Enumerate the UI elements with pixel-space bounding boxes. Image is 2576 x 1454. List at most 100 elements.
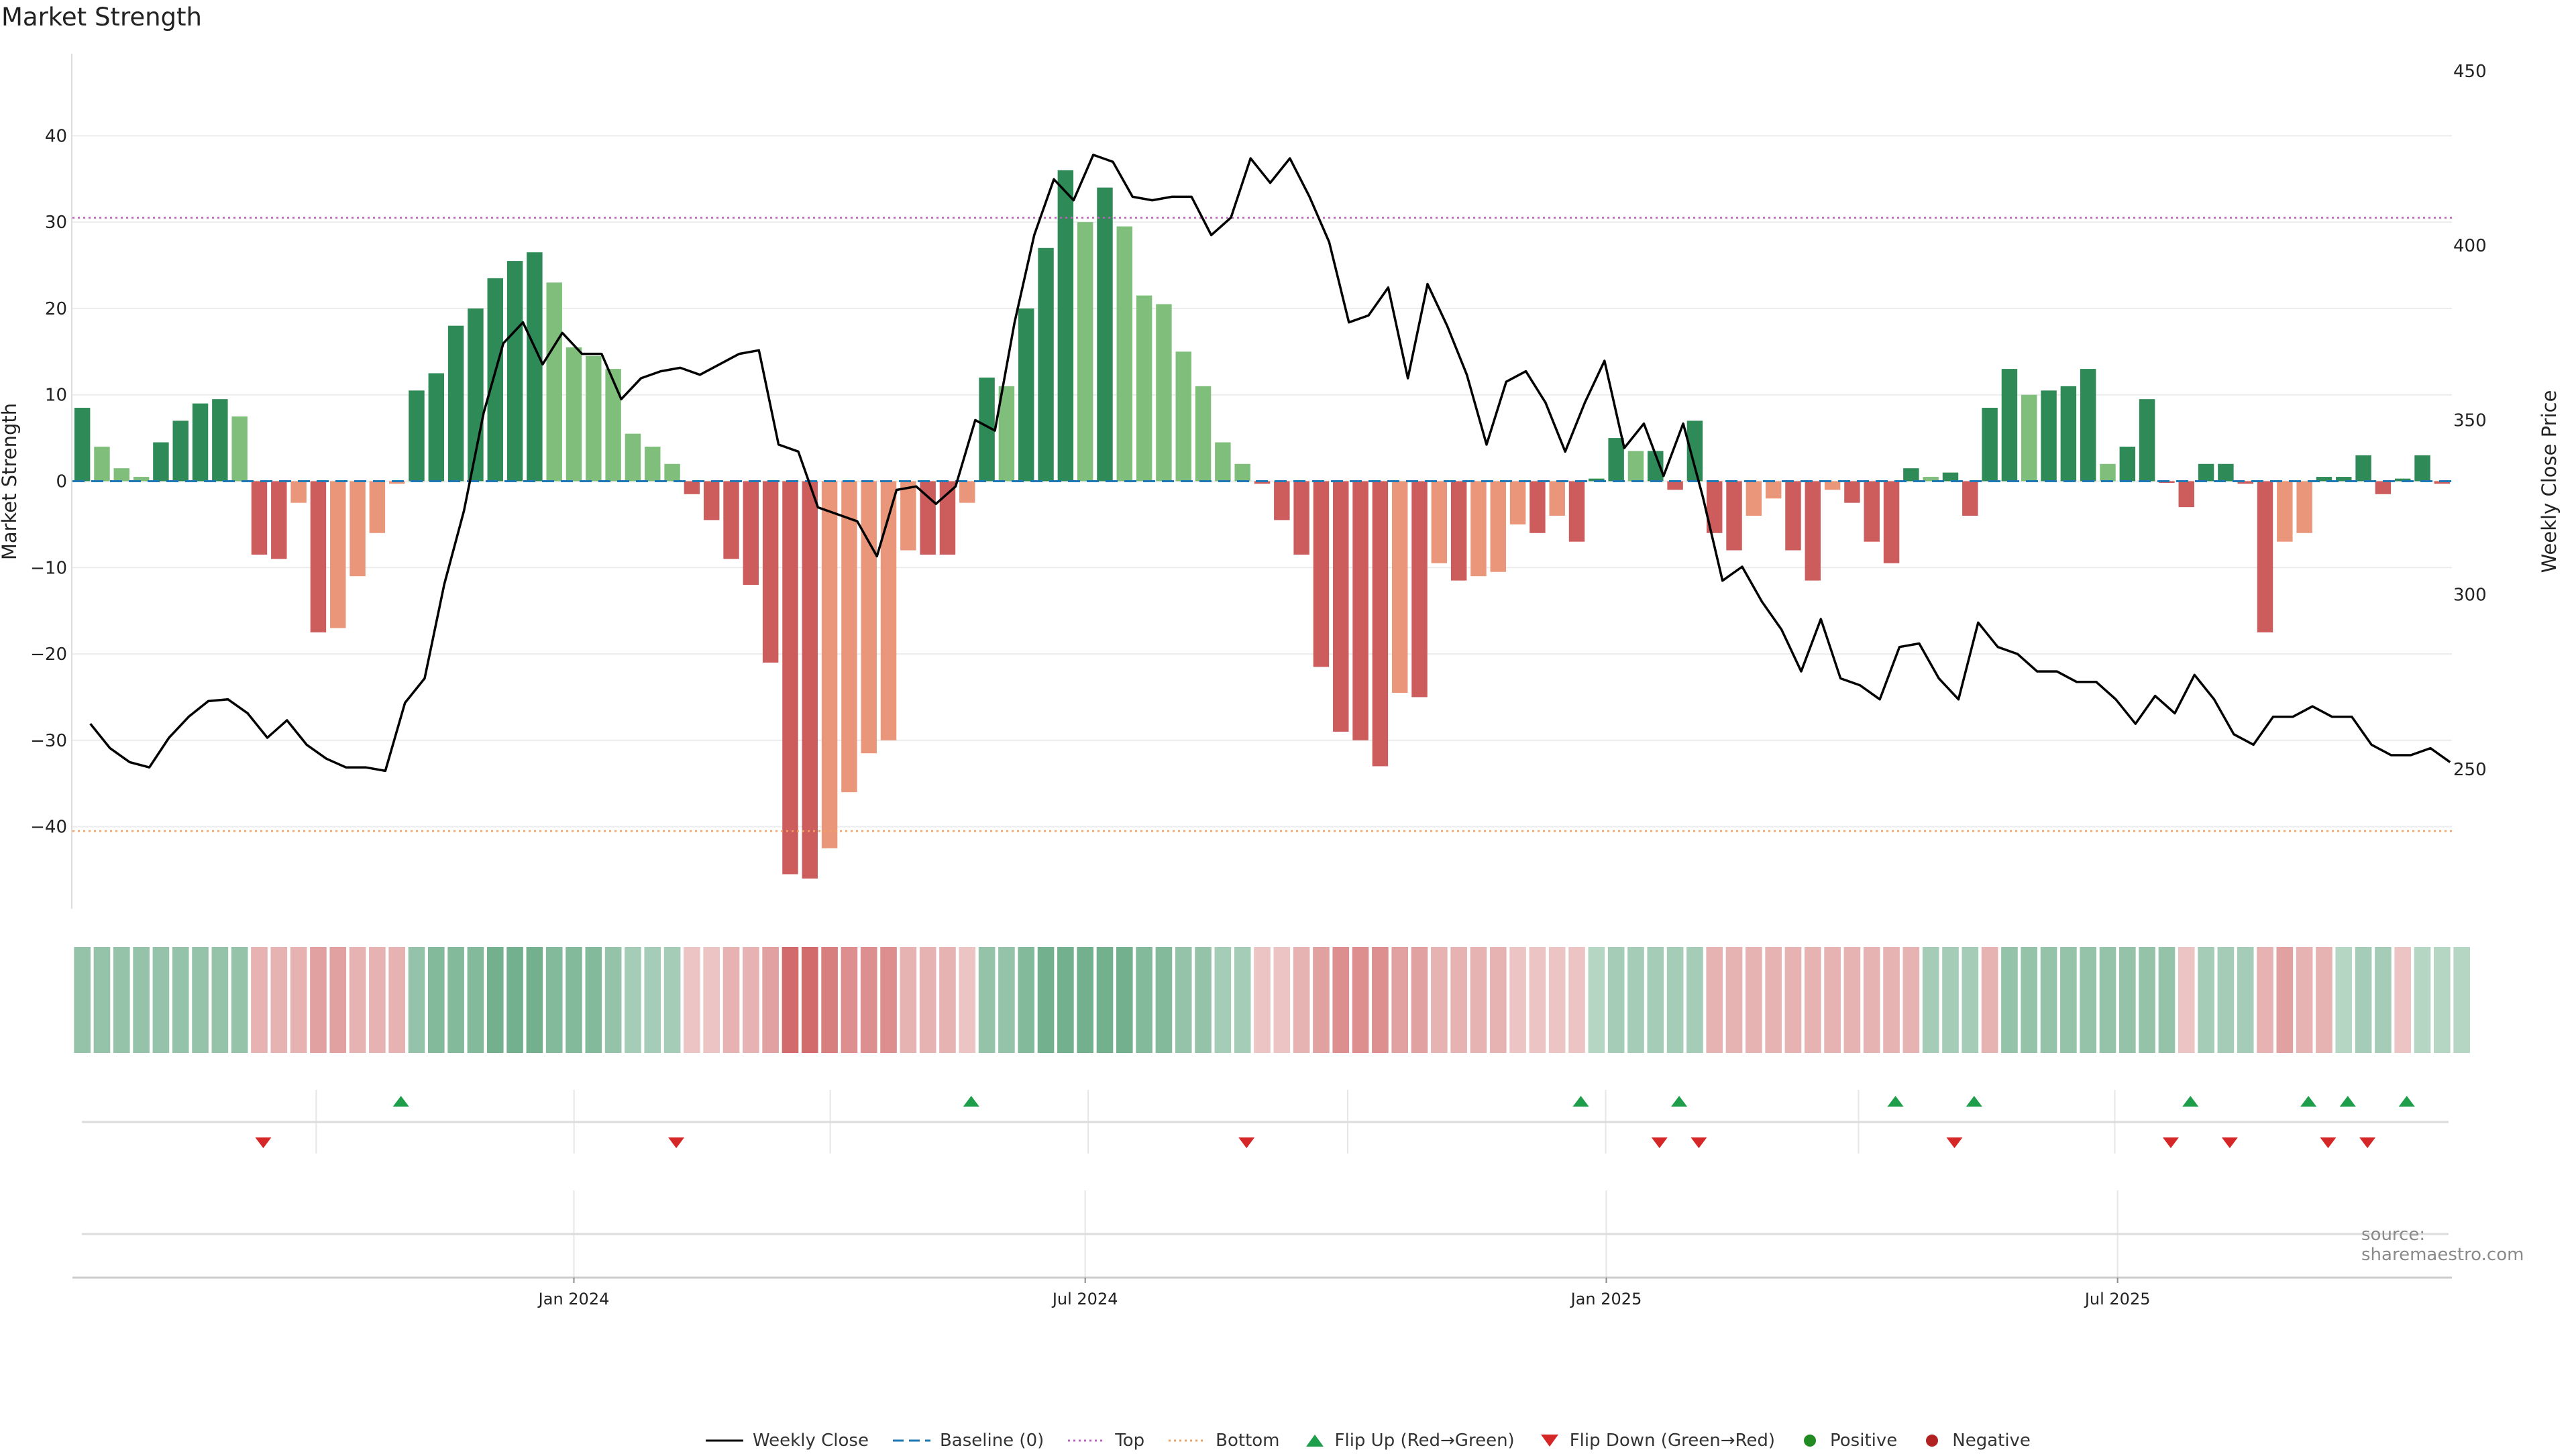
strength-bar xyxy=(153,442,169,482)
flip-markers-panel xyxy=(82,1090,2449,1154)
x-tick-label: Jul 2025 xyxy=(2084,1290,2151,1308)
heatmap-cell xyxy=(2158,947,2176,1053)
heatmap-cell xyxy=(427,947,445,1053)
strength-bar xyxy=(2139,399,2155,482)
strength-bar xyxy=(1726,481,1742,551)
heatmap-cell xyxy=(152,947,170,1053)
heatmap-cell xyxy=(1391,947,1409,1053)
heatmap-cell xyxy=(408,947,425,1053)
heatmap-cell xyxy=(1234,947,1251,1053)
heatmap-cell xyxy=(270,947,288,1053)
strength-bar xyxy=(2375,481,2392,494)
strength-bar xyxy=(1962,481,1978,516)
strength-bar xyxy=(290,481,307,503)
x-axis: Jan 2024 Jul 2024 Jan 2025 Jul 2025 xyxy=(72,1276,2452,1308)
strength-bar xyxy=(684,481,700,494)
legend-label: Negative xyxy=(1952,1431,2031,1451)
strength-bar xyxy=(1982,408,1998,482)
strength-bar xyxy=(2414,455,2430,482)
strength-bar xyxy=(74,408,91,482)
heatmap-cell xyxy=(1784,947,1802,1053)
heatmap-cell xyxy=(1431,947,1448,1053)
heatmap-cell xyxy=(369,947,386,1053)
heatmap-cell xyxy=(1136,947,1152,1053)
heatmap-cell xyxy=(1509,947,1526,1053)
strength-bar xyxy=(586,355,602,482)
strength-bar xyxy=(1195,386,1212,482)
y-tick-label-left: −20 xyxy=(30,645,67,665)
strength-bar xyxy=(1274,481,1290,520)
strength-bar xyxy=(1568,481,1585,542)
heatmap-cell xyxy=(684,947,700,1053)
heatmap-cell xyxy=(782,947,799,1053)
legend-flip-up: Flip Up (Red→Green) xyxy=(1303,1431,1515,1451)
strength-bar xyxy=(1903,468,1919,482)
strength-bar xyxy=(94,446,110,482)
heatmap-cell xyxy=(74,947,91,1053)
strength-bar xyxy=(802,481,818,879)
heatmap-cell xyxy=(1902,947,1920,1053)
strength-bar xyxy=(1864,481,1880,542)
strength-bar xyxy=(2434,481,2451,484)
heatmap-cell xyxy=(2139,947,2155,1053)
strength-bar xyxy=(1706,481,1723,533)
heatmap-cell xyxy=(113,947,130,1053)
strength-bar xyxy=(1648,451,1664,482)
strength-bar xyxy=(1234,463,1250,482)
strength-bar xyxy=(1549,481,1565,516)
strength-bar xyxy=(1923,477,1939,482)
x-tick-label: Jan 2024 xyxy=(537,1290,610,1308)
strength-bar xyxy=(762,481,779,663)
flip-down-marker xyxy=(255,1137,272,1148)
strength-bar xyxy=(625,433,641,482)
strength-bar xyxy=(939,481,956,555)
strength-bar xyxy=(645,446,661,482)
heatmap-cell xyxy=(1725,947,1743,1053)
strength-bar xyxy=(2316,477,2332,482)
strength-bar xyxy=(900,481,916,551)
strength-bar xyxy=(1018,308,1034,482)
strength-bar xyxy=(1805,481,1821,581)
heatmap-cell xyxy=(1962,947,1979,1053)
heatmap-cell xyxy=(1352,947,1369,1053)
heatmap-cell xyxy=(1706,947,1723,1053)
heatmap-cell xyxy=(447,947,464,1053)
heatmap-cell xyxy=(1313,947,1330,1053)
heatmap-cell xyxy=(1607,947,1625,1053)
line-swatch-icon xyxy=(706,1439,743,1442)
legend-flip-down: Flip Down (Green→Red) xyxy=(1538,1431,1775,1451)
heatmap-cell xyxy=(2080,947,2097,1053)
heatmap-cell xyxy=(231,947,248,1053)
heatmap-cell xyxy=(880,947,897,1053)
heatmap-cell xyxy=(2375,947,2392,1053)
triangle-down-icon xyxy=(1540,1435,1558,1447)
strength-bar xyxy=(1313,481,1330,667)
strength-bar xyxy=(1411,481,1428,697)
flip-down-marker xyxy=(1690,1137,1707,1148)
legend-baseline: Baseline (0) xyxy=(892,1431,1044,1451)
strength-bar xyxy=(428,373,445,482)
strength-bar xyxy=(605,369,621,482)
strength-bar xyxy=(1136,295,1152,482)
heatmap-cell xyxy=(2237,947,2254,1053)
heatmap-cell xyxy=(2335,947,2353,1053)
heatmap-cell xyxy=(1372,947,1389,1053)
strength-bar xyxy=(1352,481,1368,740)
strength-bar xyxy=(2119,446,2136,482)
heatmap-cell xyxy=(1666,947,1684,1053)
heatmap-cell xyxy=(663,947,681,1053)
heatmap-cell xyxy=(1214,947,1232,1053)
heatmap-cell xyxy=(2276,947,2294,1053)
y-tick-label-left: −40 xyxy=(30,818,67,838)
flip-up-marker xyxy=(1887,1096,1904,1107)
heatmap-cell xyxy=(566,947,582,1053)
heatmap-cell xyxy=(1332,947,1350,1053)
heatmap-cell xyxy=(919,947,936,1053)
heatmap-cell xyxy=(1096,947,1114,1053)
heatmap-cell xyxy=(172,947,189,1053)
strength-bar xyxy=(1589,478,1605,482)
strength-bar xyxy=(2198,463,2214,482)
x-tick-label: Jan 2025 xyxy=(1570,1290,1642,1308)
heatmap-cell xyxy=(2217,947,2235,1053)
heatmap-cell xyxy=(1568,947,1585,1053)
